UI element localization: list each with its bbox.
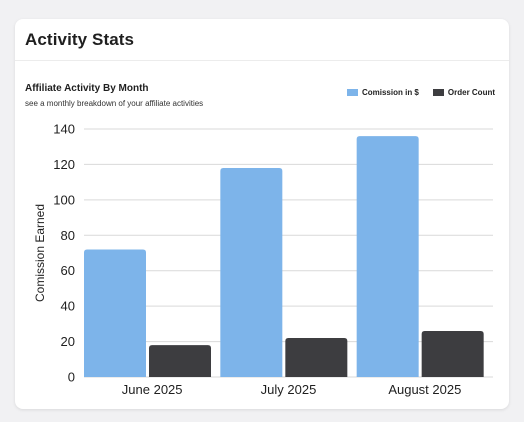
y-tick-label: 80 bbox=[61, 228, 75, 243]
y-tick-label: 40 bbox=[61, 299, 75, 314]
y-axis-title: Comission Earned bbox=[33, 204, 47, 302]
chart-legend: Comission in $ Order Count bbox=[333, 88, 495, 97]
chart-title: Affiliate Activity By Month bbox=[25, 83, 149, 94]
legend-label-order-count: Order Count bbox=[447, 88, 495, 97]
x-tick-label: June 2025 bbox=[122, 382, 183, 397]
x-tick-label: August 2025 bbox=[388, 382, 461, 397]
bar-commission-2[interactable] bbox=[356, 136, 419, 377]
y-tick-label: 20 bbox=[61, 334, 75, 349]
y-tick-label: 0 bbox=[68, 370, 75, 385]
bars bbox=[84, 136, 484, 377]
legend-swatch-commission bbox=[346, 89, 358, 96]
x-tick-label: July 2025 bbox=[261, 382, 317, 397]
chart-subtitle: see a monthly breakdown of your affiliat… bbox=[25, 99, 204, 108]
legend-item-order-count[interactable]: Order Count bbox=[432, 88, 495, 97]
y-tick-label: 60 bbox=[61, 263, 75, 278]
y-tick-label: 140 bbox=[53, 122, 75, 137]
bar-chart-plot: 0 20 40 60 80 100 120 140 June 2025 July 2025 Aug… bbox=[33, 122, 493, 397]
x-axis-ticks: June 2025 July 2025 August 2025 bbox=[122, 382, 462, 397]
bar-commission-1[interactable] bbox=[220, 167, 283, 377]
y-axis-ticks: 0 20 40 60 80 100 120 140 bbox=[53, 122, 75, 385]
card-title: Activity Stats bbox=[25, 29, 135, 49]
activity-stats-card: Activity Stats Affiliate Activity By Mon… bbox=[15, 19, 509, 409]
bar-order-count-1[interactable] bbox=[285, 338, 348, 377]
legend-swatch-order-count bbox=[432, 89, 444, 96]
y-tick-label: 100 bbox=[53, 192, 75, 207]
bar-order-count-2[interactable] bbox=[421, 330, 484, 377]
legend-item-commission[interactable]: Comission in $ bbox=[346, 88, 419, 97]
bar-order-count-0[interactable] bbox=[149, 345, 211, 377]
bar-commission-0[interactable] bbox=[84, 249, 146, 377]
card-header: Activity Stats bbox=[15, 19, 509, 61]
y-tick-label: 120 bbox=[53, 157, 75, 172]
legend-label-commission: Comission in $ bbox=[361, 88, 419, 97]
